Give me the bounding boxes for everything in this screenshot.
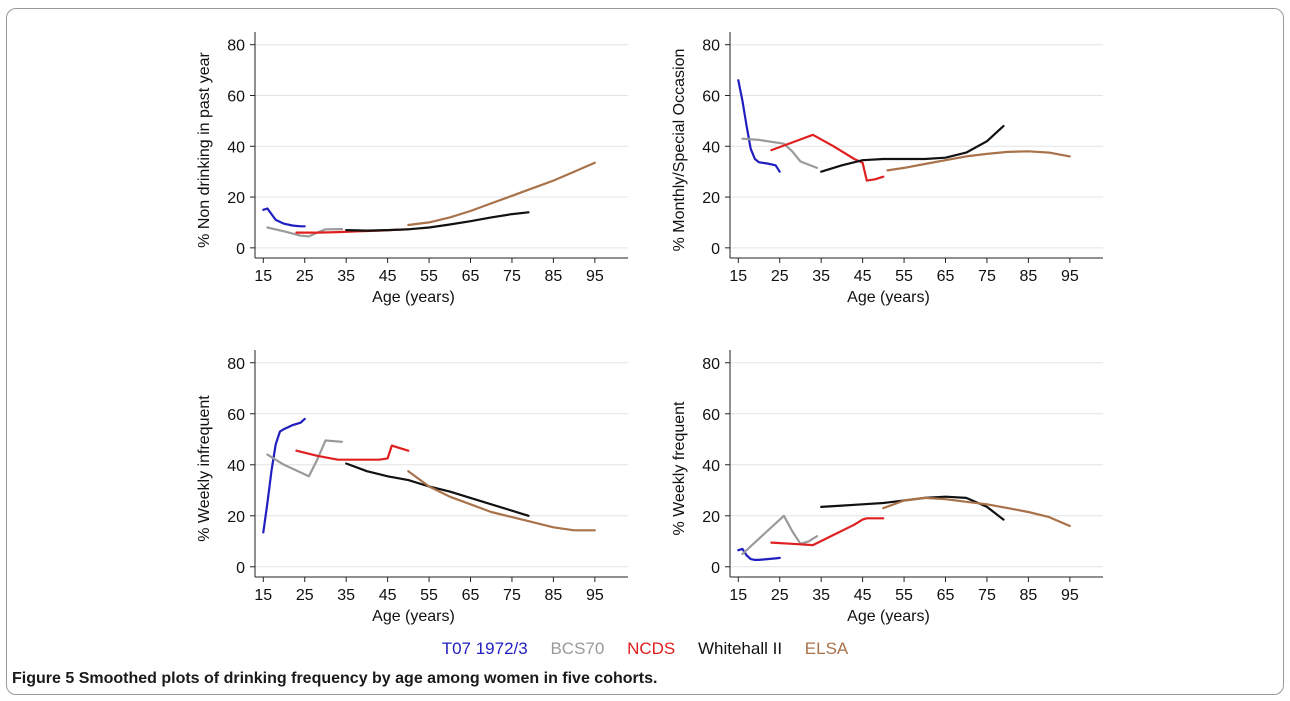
panel-4-y-tick-label: 0: [711, 560, 720, 577]
panel-4-x-axis-title: Age (years): [847, 608, 930, 625]
panel-2-x-tick-label: 95: [1061, 268, 1079, 285]
panel-4-x-tick-label: 15: [729, 587, 747, 604]
panel-3-y-tick-label: 60: [227, 407, 245, 424]
panel-1-x-tick-label: 55: [420, 268, 438, 285]
panel-4-x-tick-label: 45: [854, 587, 872, 604]
panel-3-x-tick-label: 15: [254, 587, 272, 604]
panel-1-x-tick-label: 25: [296, 268, 314, 285]
panel-1-series-bcs70: [266, 226, 344, 238]
panel-4-series-elsa: [882, 496, 1071, 528]
panel-2-series-ncds: [770, 133, 885, 182]
panel-4-x-tick-label: 75: [978, 587, 996, 604]
figure-charts: 0 20 40 60 80 15 25 35 45 55 65 75 85 95 Age (years) % …: [196, 32, 1103, 625]
panel-3-series-whitehall-ii: [345, 462, 530, 517]
panel-4-y-axis-title: % Weekly frequent: [671, 401, 688, 536]
panel-4-y-tick-label: 80: [702, 356, 720, 373]
caption-label: Figure 5: [12, 670, 75, 687]
figure-frame: [6, 8, 1284, 695]
panel-1-x-axis-title: Age (years): [372, 289, 455, 306]
panel-1-y-axis-title: % Non drinking in past year: [196, 52, 213, 248]
panel-4-series-bcs70: [741, 514, 819, 556]
panel-3-series-bcs70: [266, 439, 344, 478]
panel-4-y-tick-label: 60: [702, 407, 720, 424]
panel-2-series-whitehall-ii: [820, 124, 1005, 173]
panel-1-x-tick-label: 95: [586, 268, 604, 285]
caption-text: Smoothed plots of drinking frequency by …: [78, 670, 658, 687]
panel-3-y-tick-label: 80: [227, 356, 245, 373]
panel-4-x-tick-label: 85: [1020, 587, 1038, 604]
panel-2-series-t07-1972-3: [737, 79, 781, 173]
panel-1-y-tick-label: 40: [227, 139, 245, 156]
panel-2-x-tick-label: 45: [854, 268, 872, 285]
legend-item-bcs70: BCS70: [550, 639, 605, 658]
legend-item-t07: T07 1972/3: [441, 639, 528, 658]
panel-4-series-t07-1972-3: [737, 547, 781, 562]
panel-3-x-tick-label: 85: [545, 587, 563, 604]
panel-3-series-ncds: [295, 444, 410, 461]
panel-3-x-tick-label: 75: [503, 587, 521, 604]
panel-4-y-tick-label: 40: [702, 458, 720, 475]
panel-4-x-tick-label: 95: [1061, 587, 1079, 604]
panel-3-y-tick-label: 20: [227, 509, 245, 526]
panel-4-x-tick-label: 25: [771, 587, 789, 604]
panel-3-y-tick-label: 40: [227, 458, 245, 475]
panel-2-y-tick-label: 80: [702, 38, 720, 55]
panel-2-y-tick-label: 40: [702, 139, 720, 156]
panel-2-x-tick-label: 75: [978, 268, 996, 285]
legend-item-elsa: ELSA: [804, 639, 849, 658]
panel-2-y-tick-label: 0: [711, 241, 720, 258]
panel-4-x-tick-label: 35: [812, 587, 830, 604]
panel-2-series-elsa: [886, 150, 1071, 172]
panel-1-x-tick-label: 75: [503, 268, 521, 285]
panel-2-x-tick-label: 35: [812, 268, 830, 285]
panel-2-y-tick-label: 60: [702, 88, 720, 105]
panel-2-x-axis-title: Age (years): [847, 289, 930, 306]
panel-4-y-tick-label: 20: [702, 509, 720, 526]
panel-1-y-tick-label: 0: [236, 241, 245, 258]
panel-3-series-elsa: [407, 470, 596, 532]
figure-caption: Figure 5 Smoothed plots of drinking freq…: [12, 670, 657, 688]
panel-3-x-tick-label: 55: [420, 587, 438, 604]
panel-1-y-tick-label: 20: [227, 190, 245, 207]
panel-3-x-axis-title: Age (years): [372, 608, 455, 625]
panel-3-x-tick-label: 95: [586, 587, 604, 604]
panel-2-y-tick-label: 20: [702, 190, 720, 207]
panel-3-x-tick-label: 35: [337, 587, 355, 604]
panel-1-x-tick-label: 45: [379, 268, 397, 285]
panel-1-y-tick-label: 80: [227, 38, 245, 55]
panel-2-y-axis-title: % Monthly/Special Occasion: [671, 49, 688, 252]
panel-2-x-tick-label: 25: [771, 268, 789, 285]
panel-3-x-tick-label: 25: [296, 587, 314, 604]
panel-2-x-tick-label: 15: [729, 268, 747, 285]
panel-2-x-tick-label: 85: [1020, 268, 1038, 285]
panel-1-x-tick-label: 65: [462, 268, 480, 285]
legend-item-ncds: NCDS: [627, 639, 676, 658]
legend: T07 1972/3 BCS70 NCDS Whitehall II ELSA: [0, 639, 1290, 659]
panel-2-series-bcs70: [741, 137, 819, 169]
panel-3-y-axis-title: % Weekly infrequent: [196, 395, 213, 542]
panel-1-series-t07-1972-3: [262, 207, 306, 228]
panel-3-x-tick-label: 65: [462, 587, 480, 604]
panel-1-x-tick-label: 35: [337, 268, 355, 285]
panel-3-x-tick-label: 45: [379, 587, 397, 604]
panel-1-series-whitehall-ii: [345, 211, 530, 232]
panel-3-y-tick-label: 0: [236, 560, 245, 577]
panel-4-x-tick-label: 65: [937, 587, 955, 604]
panel-3-series-t07-1972-3: [262, 417, 306, 534]
panel-1-x-tick-label: 15: [254, 268, 272, 285]
panel-1-x-tick-label: 85: [545, 268, 563, 285]
legend-item-whitehall: Whitehall II: [697, 639, 783, 658]
panel-1-y-tick-label: 60: [227, 88, 245, 105]
panel-4-series-ncds: [770, 517, 885, 547]
panel-2-x-tick-label: 55: [895, 268, 913, 285]
panel-4-x-tick-label: 55: [895, 587, 913, 604]
panel-2-x-tick-label: 65: [937, 268, 955, 285]
panel-1-series-elsa: [407, 161, 596, 227]
